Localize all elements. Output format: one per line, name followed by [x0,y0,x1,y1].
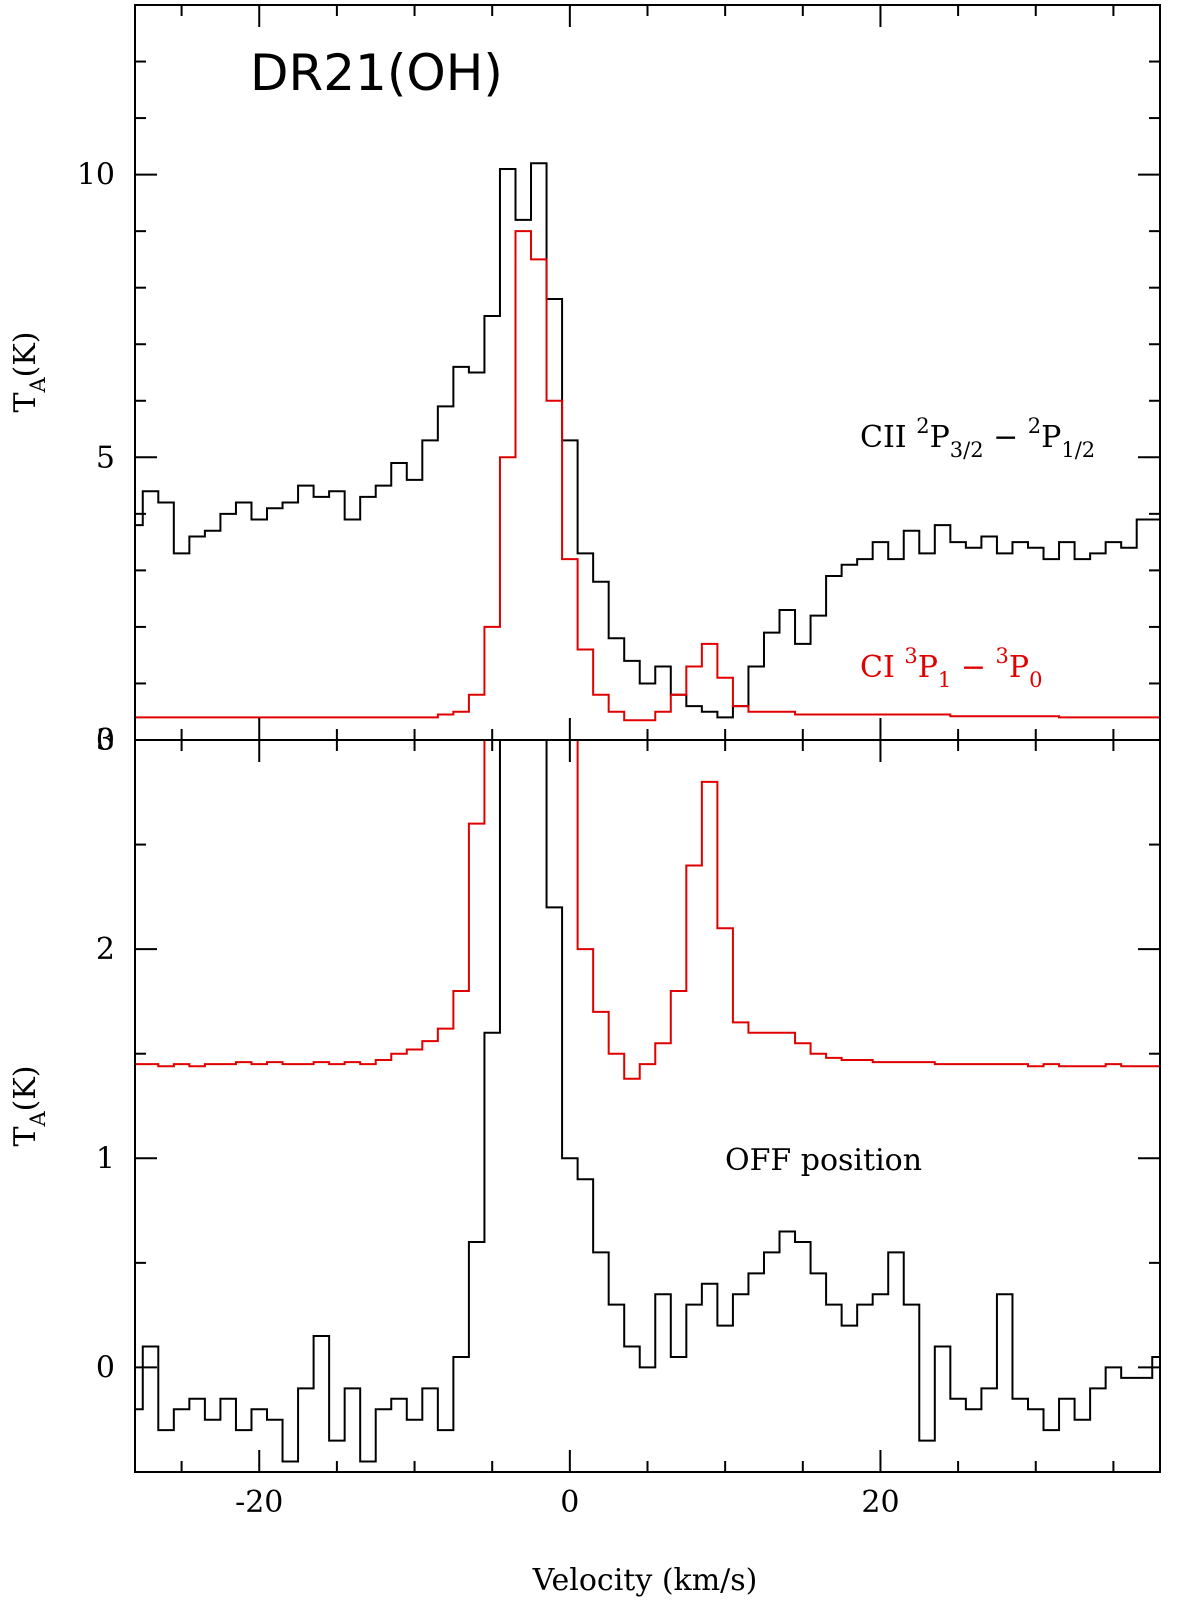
series-line [135,740,1160,1080]
series-line [135,162,1160,719]
y-tick-label: 1 [96,1141,115,1176]
y-tick-label: 3 [96,723,115,758]
y-tick-label: 5 [96,440,115,475]
annotation: CII 2P3/2 − 2P1/2 [860,414,1095,462]
x-tick-label: 20 [861,1485,899,1520]
plot-frame [134,739,1161,1473]
annotation: CI 3P1 − 3P0 [860,644,1042,692]
y-tick-label: 0 [96,723,115,758]
annotation: OFF position [725,1143,922,1178]
x-tick-label: 0 [560,1485,579,1520]
y-axis-label: TA(K) [8,331,50,412]
chart-title: DR21(OH) [250,44,503,102]
series-line [135,230,1160,722]
y-axis-label: TA(K) [8,1065,50,1146]
series-line [135,740,1160,1463]
y-tick-label: 2 [96,932,115,967]
plot-frame [134,4,1161,741]
x-axis-label: Velocity (km/s) [532,1563,758,1598]
y-tick-label: 10 [77,158,115,193]
y-tick-label: 0 [96,1350,115,1385]
x-tick-label: -20 [235,1485,283,1520]
